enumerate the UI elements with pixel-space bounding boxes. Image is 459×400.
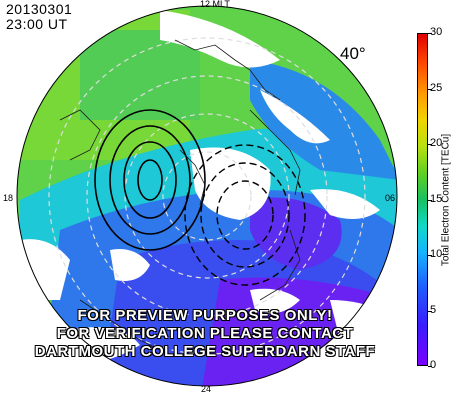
colorbar-tick-label: 30 bbox=[430, 26, 443, 38]
colorbar-tick-mark bbox=[428, 88, 432, 90]
potential-contours-dashed bbox=[184, 144, 306, 286]
colorbar-tick-mark bbox=[428, 255, 432, 256]
time-label: 23:00 UT bbox=[6, 16, 68, 32]
watermark-line-2: FOR VERIFICATION PLEASE CONTACT bbox=[56, 325, 354, 342]
colorbar-tick-mark bbox=[428, 310, 432, 312]
watermark-line-1: FOR PREVIEW PURPOSES ONLY! bbox=[77, 307, 333, 324]
colorbar bbox=[417, 33, 428, 366]
mlt-label-left: 18 bbox=[3, 193, 14, 203]
colorbar-tick-mark bbox=[428, 144, 432, 145]
latitude-label: 40° bbox=[340, 44, 366, 63]
colorbar-tick-mark bbox=[428, 366, 432, 367]
latitude-circles bbox=[48, 37, 366, 355]
watermark-line-3: DARTMOUTH COLLEGE SUPERDARN STAFF bbox=[34, 343, 376, 360]
colorbar-tick-label: 25 bbox=[430, 81, 443, 94]
colorbar-tick-label: 10 bbox=[430, 248, 443, 260]
colorbar-tick-label: 5 bbox=[430, 303, 437, 316]
colorbar-tick-label: 0 bbox=[430, 359, 437, 371]
colorbar-tick-mark bbox=[428, 33, 432, 34]
colorbar-tick-mark bbox=[428, 199, 432, 201]
colorbar-tick-label: 20 bbox=[430, 137, 443, 149]
map-boundary bbox=[16, 5, 398, 387]
mlt-label-bottom: 24 bbox=[201, 384, 212, 394]
colorbar-tick-label: 15 bbox=[430, 192, 443, 205]
mlt-label-top: 12 MLT bbox=[200, 0, 230, 9]
coastlines bbox=[59, 39, 301, 356]
mlt-label-right: 06 bbox=[385, 193, 396, 203]
potential-contours bbox=[94, 109, 206, 251]
date-label: 20130301 bbox=[6, 1, 73, 17]
